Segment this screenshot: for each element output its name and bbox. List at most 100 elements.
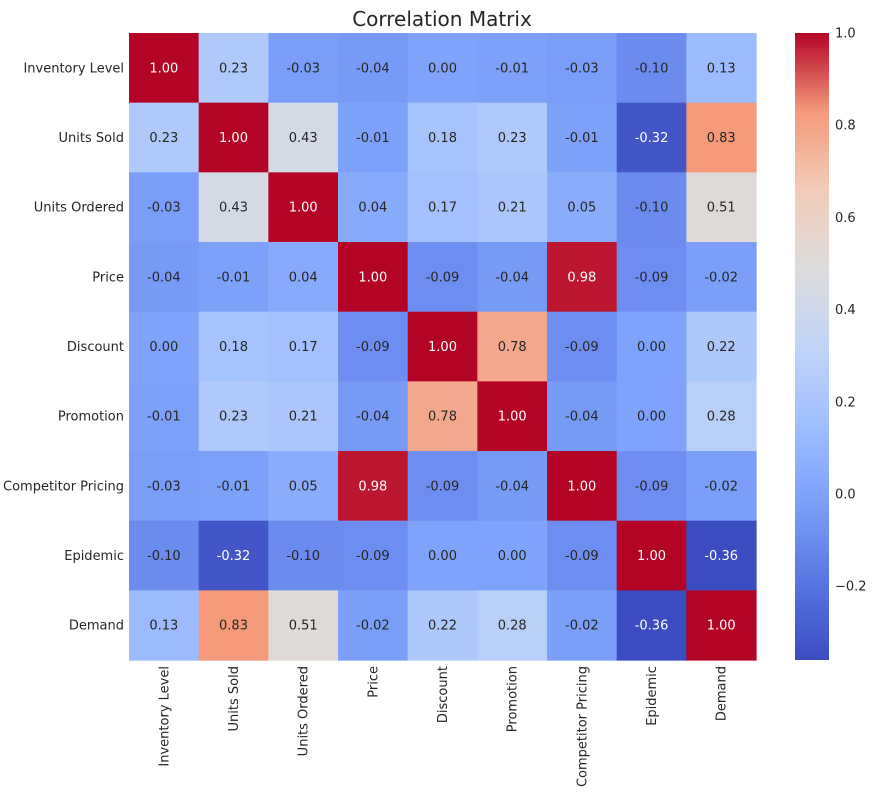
heatmap-cell bbox=[616, 172, 687, 243]
cell-value-label: 0.05 bbox=[289, 479, 318, 494]
cell-value-label: -0.02 bbox=[704, 479, 738, 494]
cell-value-label: -0.03 bbox=[565, 61, 599, 76]
cell-value-label: -0.10 bbox=[635, 61, 669, 76]
cell-value-label: 0.13 bbox=[707, 61, 736, 76]
heatmap-cell bbox=[268, 102, 339, 173]
cell-value-label: 1.00 bbox=[637, 549, 666, 564]
heatmap-cell bbox=[338, 451, 409, 522]
heatmap-cell bbox=[338, 311, 409, 382]
heatmap-cells: 1.00 0.23 -0.03 -0.04 0.00 -0.01 -0.03 -0.10 0.1… bbox=[129, 33, 757, 661]
column-tick-label: Units Sold bbox=[227, 666, 242, 731]
heatmap-cell bbox=[547, 33, 618, 104]
heatmap-cell bbox=[616, 590, 687, 661]
cell-value-label: 0.23 bbox=[219, 61, 248, 76]
colorbar-tick-label: 0.0 bbox=[835, 488, 856, 503]
heatmap-cell bbox=[547, 381, 618, 452]
cell-value-label: -0.01 bbox=[356, 131, 390, 146]
cell-value-label: -0.04 bbox=[356, 410, 390, 425]
cell-value-label: -0.04 bbox=[495, 270, 529, 285]
cell-value-label: -0.09 bbox=[356, 549, 390, 564]
heatmap-cell bbox=[338, 242, 409, 313]
row-tick-label: Units Ordered bbox=[34, 201, 124, 216]
heatmap-cell bbox=[407, 102, 478, 173]
heatmap-cell bbox=[477, 33, 548, 104]
cell-value-label: 0.83 bbox=[219, 619, 248, 634]
heatmap-cell bbox=[338, 102, 409, 173]
cell-value-label: -0.04 bbox=[147, 270, 181, 285]
heatmap-cell bbox=[338, 590, 409, 661]
cell-value-label: 0.18 bbox=[428, 131, 457, 146]
cell-value-label: 0.28 bbox=[707, 410, 736, 425]
heatmap-cell bbox=[477, 102, 548, 173]
cell-value-label: 0.22 bbox=[428, 619, 457, 634]
column-tick-label: Price bbox=[366, 666, 381, 698]
heatmap-cell bbox=[129, 102, 200, 173]
cell-value-label: -0.09 bbox=[565, 340, 599, 355]
column-tick-label: Competitor Pricing bbox=[575, 666, 590, 787]
heatmap-cell bbox=[407, 381, 478, 452]
heatmap-cell bbox=[407, 172, 478, 243]
heatmap-cell bbox=[407, 451, 478, 522]
heatmap-cell bbox=[407, 590, 478, 661]
cell-value-label: 0.00 bbox=[637, 410, 666, 425]
heatmap-cell bbox=[547, 242, 618, 313]
heatmap-cell bbox=[547, 102, 618, 173]
colorbar-ticks: −0.2 0.0 0.2 0.4 0.6 0.8 1.0 bbox=[835, 27, 867, 595]
cell-value-label: -0.01 bbox=[217, 270, 251, 285]
heatmap-cell bbox=[129, 590, 200, 661]
cell-value-label: 1.00 bbox=[707, 619, 736, 634]
cell-value-label: -0.02 bbox=[565, 619, 599, 634]
cell-value-label: 0.98 bbox=[567, 270, 596, 285]
heatmap-cell bbox=[547, 520, 618, 591]
cell-value-label: 0.51 bbox=[707, 201, 736, 216]
colorbar-tick-label: 0.2 bbox=[835, 395, 856, 410]
heatmap-cell bbox=[686, 520, 757, 591]
cell-value-label: -0.03 bbox=[286, 61, 320, 76]
cell-value-label: 0.00 bbox=[149, 340, 178, 355]
cell-value-label: 1.00 bbox=[289, 201, 318, 216]
row-tick-label: Promotion bbox=[58, 410, 124, 425]
heatmap-cell bbox=[129, 520, 200, 591]
heatmap-cell bbox=[686, 33, 757, 104]
row-tick-label: Epidemic bbox=[64, 549, 124, 564]
cell-value-label: -0.02 bbox=[704, 270, 738, 285]
heatmap-cell bbox=[129, 172, 200, 243]
cell-value-label: 0.04 bbox=[358, 201, 387, 216]
heatmap-cell bbox=[129, 451, 200, 522]
heatmap-cell bbox=[268, 520, 339, 591]
cell-value-label: 0.23 bbox=[219, 410, 248, 425]
heatmap-cell bbox=[686, 451, 757, 522]
cell-value-label: 0.13 bbox=[149, 619, 178, 634]
row-tick-label: Discount bbox=[67, 340, 124, 355]
cell-value-label: 1.00 bbox=[149, 61, 178, 76]
heatmap-cell bbox=[338, 172, 409, 243]
cell-value-label: -0.04 bbox=[495, 479, 529, 494]
cell-value-label: -0.10 bbox=[147, 549, 181, 564]
column-tick-label: Units Ordered bbox=[297, 666, 312, 756]
cell-value-label: 0.22 bbox=[707, 340, 736, 355]
heatmap-cell bbox=[547, 451, 618, 522]
heatmap-cell bbox=[616, 102, 687, 173]
heatmap-cell bbox=[477, 590, 548, 661]
heatmap-cell bbox=[338, 33, 409, 104]
colorbar-tick-label: 0.6 bbox=[835, 211, 856, 226]
heatmap-cell bbox=[407, 520, 478, 591]
column-tick-label: Discount bbox=[436, 666, 451, 723]
heatmap-cell bbox=[616, 242, 687, 313]
cell-value-label: 0.23 bbox=[149, 131, 178, 146]
heatmap-cell bbox=[198, 590, 269, 661]
row-tick-label: Units Sold bbox=[59, 131, 124, 146]
heatmap-cell bbox=[268, 33, 339, 104]
heatmap-cell bbox=[268, 451, 339, 522]
cell-value-label: -0.36 bbox=[635, 619, 669, 634]
column-tick-label: Epidemic bbox=[645, 666, 660, 726]
cell-value-label: 1.00 bbox=[428, 340, 457, 355]
cell-value-label: -0.01 bbox=[217, 479, 251, 494]
heatmap-cell bbox=[686, 311, 757, 382]
heatmap-cell bbox=[198, 451, 269, 522]
cell-value-label: 0.00 bbox=[498, 549, 527, 564]
column-tick-label: Promotion bbox=[506, 666, 521, 732]
heatmap-cell bbox=[547, 590, 618, 661]
cell-value-label: 0.05 bbox=[567, 201, 596, 216]
cell-value-label: 0.23 bbox=[498, 131, 527, 146]
